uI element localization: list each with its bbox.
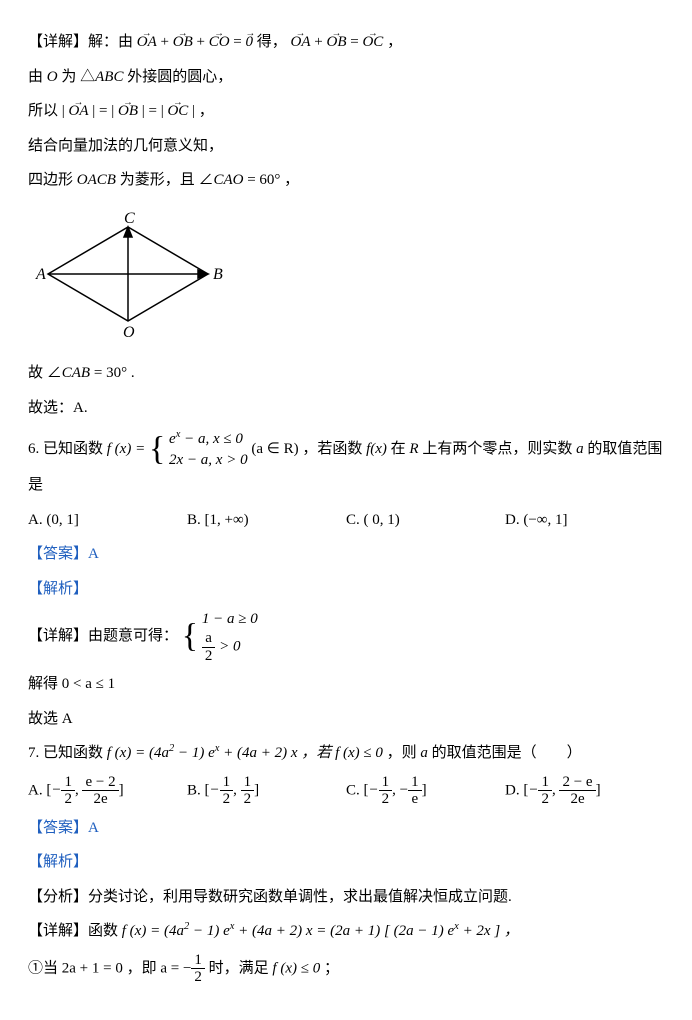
q7-option-a: A. [−12, e − 22e] [28,774,187,808]
fig-label-o: O [123,324,135,339]
q6-stem: 6. 已知函数 f (x) = { ex − a, x ≤ 0 2x − a, … [28,428,664,500]
q6-detail: 【详解】由题意可得： { 1 − a ≥ 0 a2 > 0 [28,609,664,664]
q7-answer: 【答案】A [28,814,664,843]
q6-options: A. (0, 1] B. [1, +∞) C. ( 0, 1) D. (−∞, … [28,506,664,535]
rhombus-svg: A B C O [28,209,228,339]
sol5-line5: 四边形 OACB 为菱形，且 ∠CAO = 60° ， [28,166,664,195]
sol5-line3: 所以 | OA | = | OB | = | OC | ， [28,97,664,126]
sol5-line6: 故 ∠CAB = 30° . [28,359,664,388]
q7-jiexi: 【解析】 [28,848,664,877]
q7-stem: 7. 已知函数 f (x) = (4a2 − 1) ex + (4a + 2) … [28,739,664,768]
q6-pick: 故选 A [28,705,664,734]
q6-option-b: B. [1, +∞) [187,506,346,535]
sol5-line2: 由 O 为 △ABC 外接圆的圆心， [28,63,664,92]
fig-label-b: B [213,266,223,283]
sol5-pick: 故选：A. [28,394,664,423]
q7-option-b: B. [−12, 12] [187,774,346,808]
q6-answer: 【答案】A [28,540,664,569]
q7-option-d: D. [−12, 2 − e2e] [505,774,664,808]
sol5-line1: 【详解】解：由 OA + OB + CO = 0 得， OA + OB = OC… [28,28,664,57]
fig-label-c: C [124,210,135,227]
q7-option-c: C. [−12, −1e] [346,774,505,808]
q6-result: 解得 0 < a ≤ 1 [28,670,664,699]
q6-option-a: A. (0, 1] [28,506,187,535]
label-detail: 【详解】解：由 [28,34,133,50]
rhombus-figure: A B C O [28,209,664,350]
q7-detail: 【详解】函数 f (x) = (4a2 − 1) ex + (4a + 2) x… [28,917,664,946]
q6-option-c: C. ( 0, 1) [346,506,505,535]
fig-label-a: A [35,266,46,283]
q6-option-d: D. (−∞, 1] [505,506,664,535]
q7-fenxi: 【分析】分类讨论，利用导数研究函数单调性，求出最值解决恒成立问题. [28,883,664,912]
q7-options: A. [−12, e − 22e] B. [−12, 12] C. [−12, … [28,774,664,808]
sol5-line4: 结合向量加法的几何意义知， [28,132,664,161]
q6-jiexi: 【解析】 [28,575,664,604]
q7-case1: ①当 2a + 1 = 0 ，即 a = −12 时，满足 f (x) ≤ 0 … [28,952,664,986]
